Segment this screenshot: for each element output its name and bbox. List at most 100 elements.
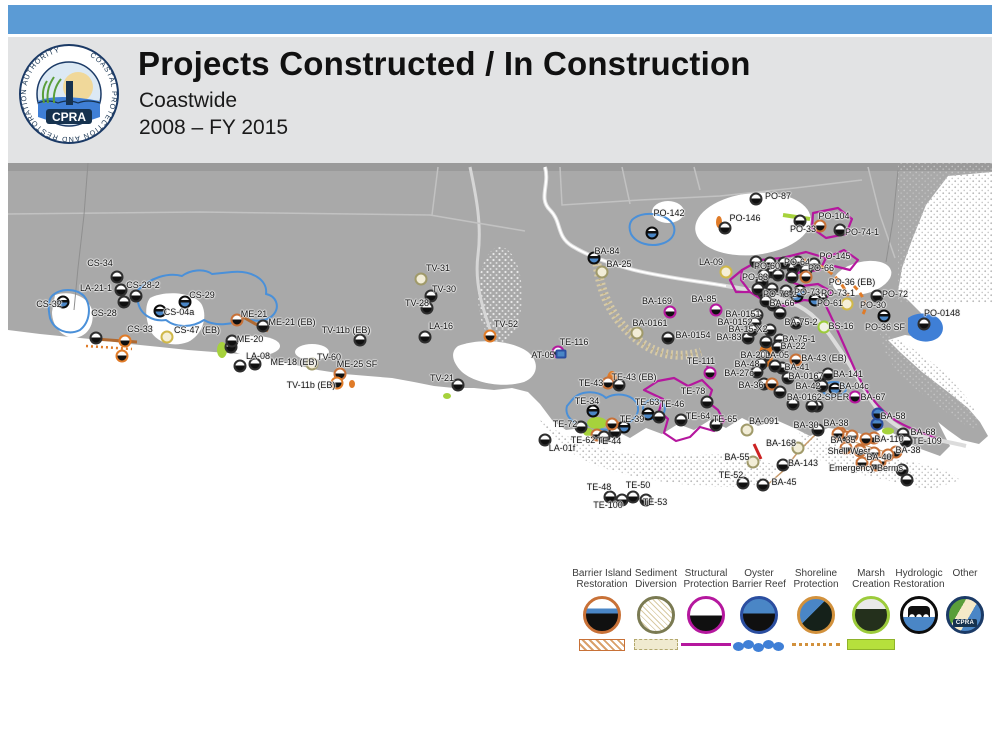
project-marker (793, 214, 807, 228)
legend-sh-swatch (792, 643, 840, 646)
project-label: TE-62 (570, 435, 596, 445)
project-marker (749, 192, 763, 206)
project-label: TE-34 (574, 396, 600, 406)
project-marker (639, 493, 653, 507)
project-marker (736, 476, 750, 490)
project-label: BA-15-X2 (728, 324, 768, 334)
project-marker (773, 385, 787, 399)
roads (7, 166, 896, 259)
project-marker (779, 284, 793, 298)
legend-item-label: Sediment Diversion (634, 568, 678, 590)
project-marker (424, 289, 438, 303)
project-label: PO-104 (818, 211, 850, 221)
project-label: BA-0167 (788, 371, 824, 381)
project-marker (763, 256, 777, 270)
project-marker (160, 330, 174, 344)
project-label: BS-16 (828, 321, 854, 331)
legend-cpra-tag: CPRA (953, 619, 977, 627)
project-label: TV-11b (EB) (286, 380, 336, 390)
project-label: BA-83 (716, 332, 742, 342)
project-label: Emergency Berms (828, 463, 904, 473)
project-marker (848, 390, 862, 404)
project-label: TE-65 (712, 414, 738, 424)
project-label: TE-50 (625, 480, 651, 490)
project-label: PO-61 (816, 298, 844, 308)
project-label: TE-53 (642, 497, 668, 507)
project-marker (789, 353, 803, 367)
project-marker (703, 366, 717, 380)
project-label: BA-84 (594, 246, 620, 256)
project-marker (745, 323, 759, 337)
project-label: BA-20 (740, 350, 766, 360)
project-marker (813, 219, 827, 233)
project-label: PO-73 (793, 287, 821, 297)
project-marker (756, 478, 770, 492)
project-label: BA-58 (880, 411, 906, 421)
project-label: ME-20 (236, 334, 264, 344)
project-marker (805, 399, 819, 413)
project-marker (776, 458, 790, 472)
boundaries (73, 162, 899, 311)
project-label: BA-75-1 (782, 334, 816, 344)
project-marker (791, 441, 805, 455)
project-marker (786, 397, 800, 411)
project-marker (765, 282, 779, 296)
subtitle-years: 2008 – FY 2015 (139, 116, 289, 139)
project-marker (763, 323, 777, 337)
project-label: BA-27c (724, 368, 754, 378)
project-label: CS-34 (87, 258, 113, 268)
project-label: TE-116 (559, 337, 589, 347)
project-marker (587, 251, 601, 265)
project-label: PO-74-1 (844, 227, 880, 237)
project-marker (574, 420, 588, 434)
dam-icon (908, 606, 930, 617)
project-marker (817, 320, 831, 334)
legend-bi-icon (583, 596, 621, 634)
project-marker (615, 493, 629, 507)
project-label: CS-28-2 (126, 280, 160, 290)
project-marker (414, 272, 428, 286)
project-marker (674, 413, 688, 427)
project-label: PO-63 (741, 272, 769, 282)
project-marker (663, 305, 677, 319)
project-label: TV-28 (404, 298, 430, 308)
project-label: BA-66 (769, 298, 795, 308)
project-label: LA-05 (764, 350, 790, 360)
project-marker (815, 379, 829, 393)
project-label: TV-11b (EB) (321, 325, 371, 335)
project-label: LA-09 (698, 257, 724, 267)
project-label: BA-143 (787, 458, 819, 468)
project-label: TE-109 (912, 436, 942, 446)
project-marker (839, 441, 853, 455)
project-marker (840, 297, 854, 311)
project-label: BA-110 (874, 434, 904, 444)
project-marker (777, 256, 791, 270)
project-label: LA-16 (428, 321, 454, 331)
project-label: BA-169 (641, 296, 673, 306)
project-marker (719, 265, 733, 279)
project-label: BA-45 (771, 477, 797, 487)
legend-item-ot: Other CPRA (933, 568, 997, 634)
project-label: CS-29 (189, 290, 215, 300)
legend-item-sd: Sediment Diversion (624, 568, 688, 650)
project-marker (759, 335, 773, 349)
project-marker (118, 334, 132, 348)
project-label: PO-72 (881, 289, 909, 299)
legend-hy-icon (900, 596, 938, 634)
project-marker (900, 473, 914, 487)
project-label: BA-0151 (725, 309, 761, 319)
legend-sd-swatch (634, 639, 678, 650)
project-marker (771, 340, 785, 354)
legend-item-label: Marsh Creation (852, 568, 890, 590)
project-label: BA-168 (765, 438, 797, 448)
project-marker (859, 432, 873, 446)
cpra-logo: COASTAL PROTECTION AND RESTORATION AUTHO… (16, 41, 122, 147)
project-label: BA-091 (748, 416, 780, 426)
project-label: PO-73-1 (820, 288, 856, 298)
project-marker (750, 365, 764, 379)
project-label: BA-0161 (632, 318, 668, 328)
project-marker (751, 282, 765, 296)
project-marker (821, 367, 835, 381)
